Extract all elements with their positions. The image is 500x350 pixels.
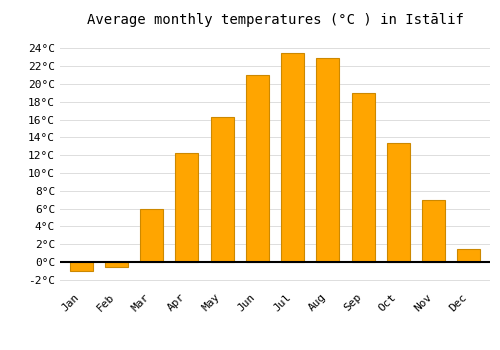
Bar [140, 209, 163, 262]
Bar [387, 143, 410, 262]
Bar [70, 262, 92, 271]
Bar [422, 200, 445, 262]
Bar [316, 58, 340, 262]
Bar [352, 93, 374, 262]
Bar [246, 75, 269, 262]
Bar [176, 153, 199, 262]
Bar [281, 53, 304, 262]
Title: Average monthly temperatures (°C ) in Istālif: Average monthly temperatures (°C ) in Is… [86, 13, 464, 27]
Bar [458, 249, 480, 262]
Bar [210, 117, 234, 262]
Bar [105, 262, 128, 266]
